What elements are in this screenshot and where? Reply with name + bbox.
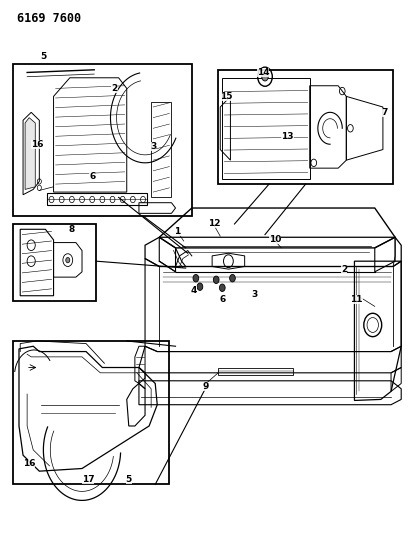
- Text: 1: 1: [175, 228, 181, 237]
- Bar: [13, 341, 169, 484]
- Text: 6169 7600: 6169 7600: [17, 12, 81, 26]
- Circle shape: [213, 276, 219, 284]
- Circle shape: [230, 274, 235, 282]
- Circle shape: [193, 274, 199, 282]
- Text: 3: 3: [150, 142, 156, 151]
- Text: 2: 2: [111, 84, 118, 93]
- Text: 5: 5: [40, 52, 47, 61]
- Text: 4: 4: [191, 286, 197, 295]
- Circle shape: [364, 313, 382, 337]
- Text: 9: 9: [203, 382, 209, 391]
- Text: 11: 11: [350, 295, 363, 304]
- Text: 6: 6: [89, 172, 95, 181]
- Bar: [218, 70, 393, 184]
- Bar: [13, 64, 192, 216]
- Bar: [13, 224, 96, 301]
- Text: 12: 12: [208, 220, 220, 229]
- Text: 16: 16: [23, 459, 35, 467]
- Text: 7: 7: [382, 108, 388, 117]
- Circle shape: [220, 284, 225, 292]
- Polygon shape: [25, 118, 35, 189]
- Text: 16: 16: [31, 140, 44, 149]
- Text: 17: 17: [82, 475, 94, 483]
- Text: 15: 15: [220, 92, 233, 101]
- Text: 14: 14: [257, 68, 269, 77]
- Text: 8: 8: [69, 225, 75, 234]
- Circle shape: [197, 283, 203, 290]
- Text: 6: 6: [219, 295, 226, 304]
- Circle shape: [262, 72, 268, 81]
- Circle shape: [66, 257, 70, 263]
- Text: 10: 10: [269, 236, 282, 245]
- Text: 13: 13: [281, 132, 294, 141]
- Text: 2: 2: [341, 265, 347, 273]
- Text: 5: 5: [126, 475, 132, 483]
- Text: 3: 3: [252, 289, 258, 298]
